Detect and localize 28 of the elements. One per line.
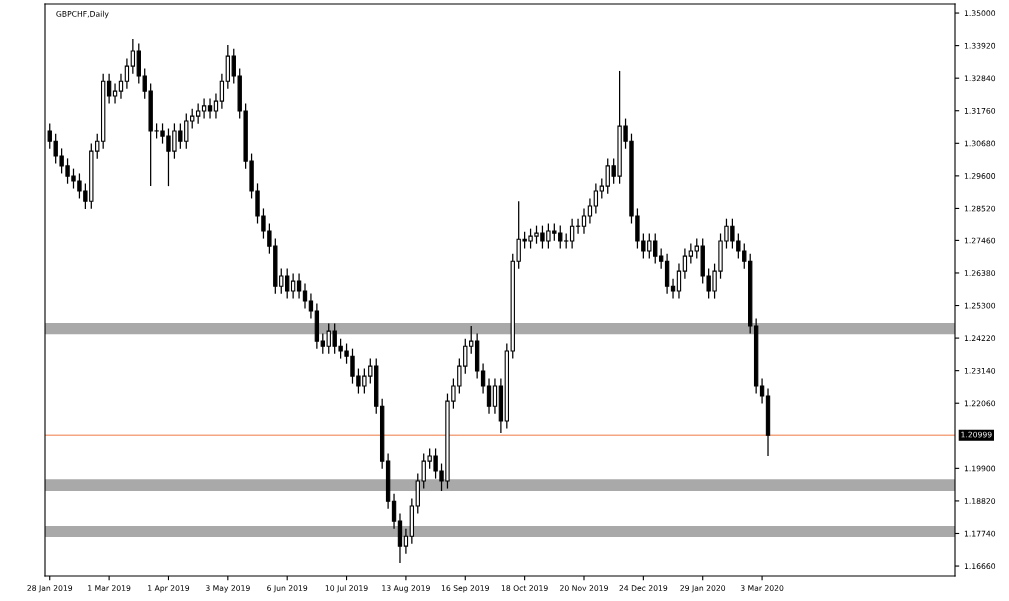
candlestick (593, 182, 599, 215)
candlestick (118, 73, 124, 100)
candlestick (112, 82, 118, 105)
candlestick (575, 218, 581, 235)
candlestick (480, 362, 486, 395)
candlestick (290, 272, 296, 300)
candlestick (195, 102, 201, 125)
candlestick (682, 247, 688, 280)
candlestick (308, 292, 314, 320)
candlestick (302, 282, 308, 310)
candlestick (124, 57, 130, 90)
candlestick (486, 377, 492, 415)
candlestick (492, 377, 498, 415)
candlestick (219, 73, 225, 110)
candlestick (106, 73, 112, 105)
candlestick (201, 97, 207, 120)
candlestick (587, 197, 593, 225)
candlestick (296, 272, 302, 300)
candlestick (391, 493, 397, 530)
candlestick (213, 92, 219, 120)
candlestick (569, 218, 575, 250)
candlestick (130, 38, 136, 75)
candlestick (581, 207, 587, 235)
candlestick (670, 278, 676, 300)
candlestick (207, 97, 213, 120)
candlestick (403, 528, 409, 555)
candlestick (676, 262, 682, 300)
candlestick (759, 377, 765, 405)
